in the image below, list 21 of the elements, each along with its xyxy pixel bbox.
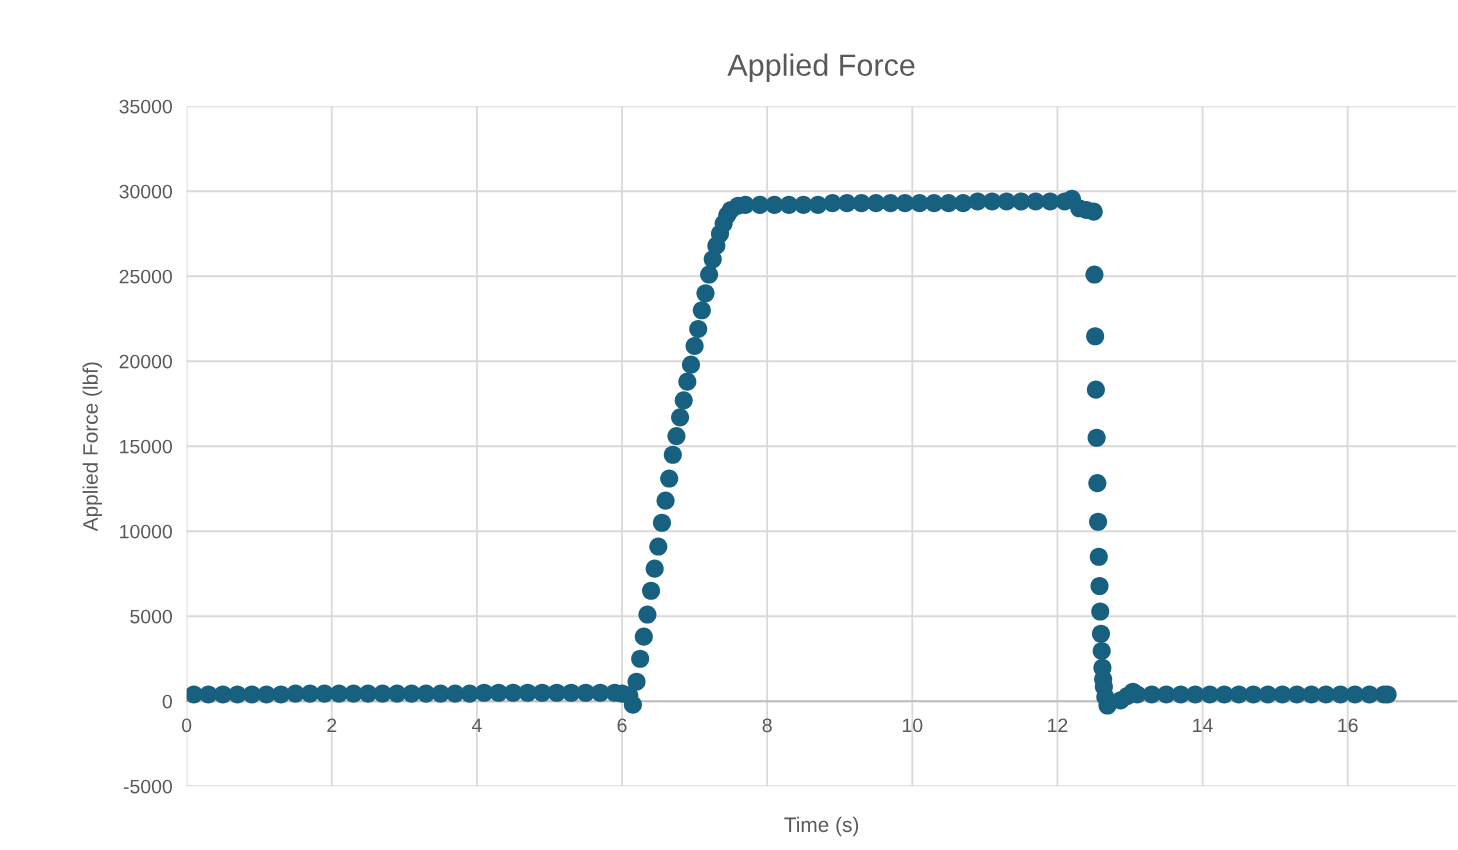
y-tick-label: 15000	[120, 439, 172, 454]
x-tick-label: 12	[1048, 718, 1068, 733]
x-tick-label: 4	[471, 718, 482, 733]
x-axis-title: Time (s)	[784, 816, 859, 837]
y-tick-label: 35000	[119, 99, 172, 114]
x-tick-label: 6	[617, 718, 627, 733]
y-tick-label: 0	[162, 694, 172, 709]
y-tick-label: 30000	[119, 184, 172, 199]
x-tick-label: 0	[181, 718, 192, 733]
x-tick-label: 10	[902, 718, 923, 733]
y-tick-label: 25000	[119, 269, 172, 284]
x-tick-label: 16	[1338, 718, 1358, 733]
y-tick-label: 20000	[119, 354, 172, 369]
y-tick-label: -5000	[123, 779, 172, 794]
x-tick-label: 8	[762, 718, 772, 733]
y-tick-label: 10000	[120, 524, 172, 539]
chart-title: Applied Force	[727, 53, 915, 83]
x-tick-label: 14	[1193, 718, 1213, 733]
y-axis-title: Applied Force (lbf)	[82, 362, 102, 532]
x-tick-label: 2	[327, 718, 337, 733]
y-tick-label: 5000	[130, 609, 172, 624]
